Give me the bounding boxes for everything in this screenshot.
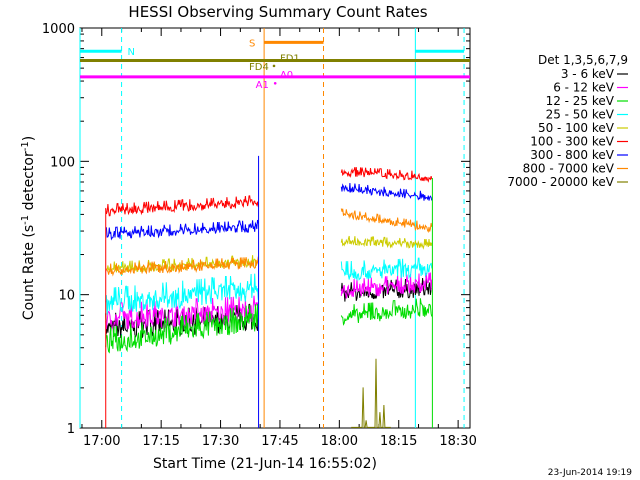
y-tick-label: 1 <box>67 422 75 437</box>
annotation-label: FD4 <box>249 62 269 73</box>
footer-timestamp: 23-Jun-2014 19:19 <box>548 468 632 478</box>
annotation-label: A1 <box>256 80 269 91</box>
annotation-label: FD1 <box>280 54 300 65</box>
x-tick-label: 17:00 <box>83 434 120 449</box>
annotation-label: N <box>128 47 135 58</box>
series-line <box>340 183 433 201</box>
fd-marker <box>272 64 276 68</box>
series-line <box>105 273 259 315</box>
y-tick-label: 100 <box>50 155 75 170</box>
series-line <box>340 277 433 302</box>
annotation-label: S <box>249 38 255 49</box>
series-line <box>340 235 433 250</box>
series-line <box>340 257 433 282</box>
series-line <box>105 303 259 354</box>
legend-label: 6 - 12 keV <box>553 81 615 95</box>
y-axis-label: Count Rate (s-1 detector-1) <box>20 136 37 320</box>
plot-area: 1 10 100 1000 17:00 17:15 17:30 17:45 18:00 18:15… <box>42 22 477 449</box>
y-tick-label: 1000 <box>42 22 75 37</box>
x-tick-label: 17:45 <box>261 434 298 449</box>
legend-label: 800 - 7000 keV <box>523 162 615 176</box>
chart-title: HESSI Observing Summary Count Rates <box>128 3 427 21</box>
series-line <box>340 166 433 183</box>
series-line <box>105 195 259 217</box>
x-tick-label: 17:15 <box>142 434 179 449</box>
annotation-label: A0 <box>280 70 293 81</box>
legend-label: 3 - 6 keV <box>561 67 615 81</box>
series-line <box>340 298 433 326</box>
series-line <box>340 208 433 233</box>
x-tick-label: 18:00 <box>321 434 358 449</box>
series-line <box>105 219 259 241</box>
legend-label: 50 - 100 keV <box>538 121 615 135</box>
legend-label: 300 - 800 keV <box>530 148 614 162</box>
x-axis-label: Start Time (21-Jun-14 16:55:02) <box>153 456 377 472</box>
plot-frame <box>79 27 471 429</box>
series-line <box>340 272 433 299</box>
series-line <box>351 358 391 428</box>
legend-title: Det 1,3,5,6,7,9 <box>538 53 628 67</box>
series-line <box>105 256 259 277</box>
legend-label: 25 - 50 keV <box>546 108 615 122</box>
legend-label: 12 - 25 keV <box>546 94 615 108</box>
x-tick-label: 18:30 <box>439 434 476 449</box>
a-marker <box>273 81 277 85</box>
y-tick-label: 10 <box>58 289 75 304</box>
legend-label: 7000 - 20000 keV <box>507 175 614 189</box>
legend-label: 100 - 300 keV <box>530 135 614 149</box>
x-tick-label: 18:15 <box>380 434 417 449</box>
x-tick-label: 17:30 <box>202 434 239 449</box>
